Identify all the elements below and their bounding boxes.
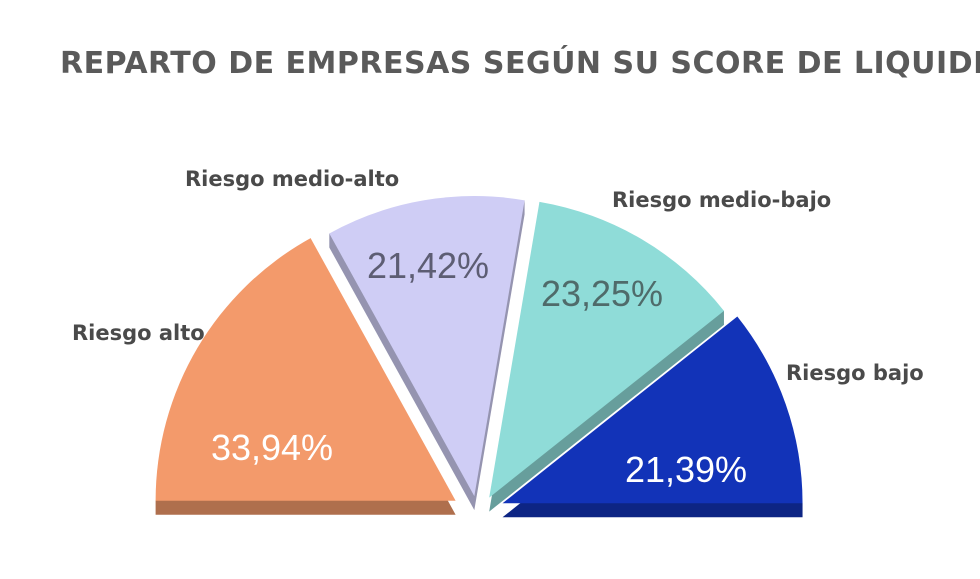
pie-slice-4 xyxy=(502,316,803,518)
category-label: Riesgo medio-bajo xyxy=(612,188,831,212)
category-label: Riesgo medio-alto xyxy=(185,167,399,191)
value-label: 33,94% xyxy=(211,427,333,468)
category-label: Riesgo bajo xyxy=(786,361,924,385)
chart-title: REPARTO DE EMPRESAS SEGÚN SU SCORE DE LI… xyxy=(60,44,980,81)
pie-slice-1 xyxy=(155,238,456,515)
category-label: Riesgo alto xyxy=(72,321,205,345)
pie-slice-3 xyxy=(489,201,724,512)
pie-slice-face xyxy=(489,201,724,498)
value-label: 21,39% xyxy=(625,449,747,490)
labels-group: Riesgo alto 33,94% Riesgo medio-alto 21,42%… xyxy=(72,167,924,490)
value-label: 21,42% xyxy=(367,245,489,286)
pie-slice-face xyxy=(329,196,525,497)
pie-slice-2 xyxy=(329,196,525,511)
pie-slice-face xyxy=(502,316,803,504)
pie-slice-face xyxy=(155,238,456,501)
slices-group xyxy=(155,196,803,518)
value-label: 23,25% xyxy=(541,273,663,314)
